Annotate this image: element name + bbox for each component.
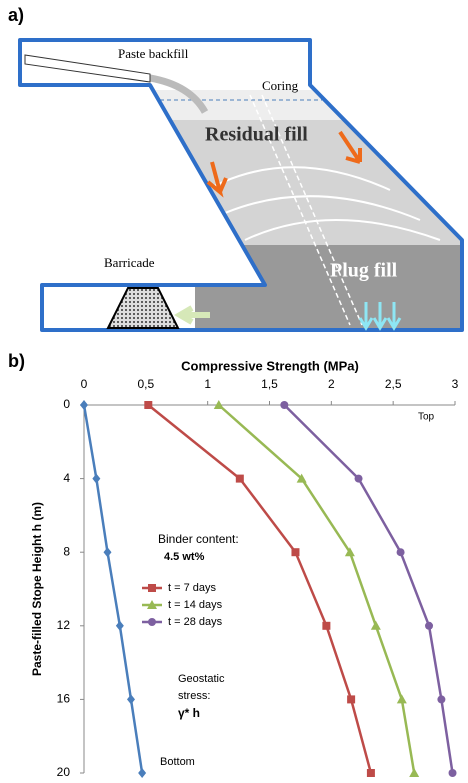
- label: Plug fill: [330, 260, 398, 282]
- x-tick-label: 0: [81, 377, 88, 391]
- point: [144, 401, 153, 409]
- point: [366, 769, 375, 777]
- legend-marker: [148, 618, 156, 626]
- x-tick-label: 1: [204, 377, 211, 391]
- barricade: [106, 287, 180, 329]
- y-axis-title: Paste-filled Stope Height h (m): [30, 502, 44, 676]
- point: [344, 547, 355, 557]
- label: Coring: [262, 78, 299, 93]
- point: [80, 400, 88, 410]
- flow-arrow: [206, 161, 228, 198]
- panel-label: a): [8, 5, 24, 25]
- point: [291, 548, 300, 557]
- point: [115, 620, 124, 631]
- x-tick-label: 0,5: [137, 377, 154, 391]
- y-tick-label: 12: [57, 618, 71, 632]
- y-tick-label: 8: [63, 544, 70, 558]
- annotation: Top: [418, 412, 435, 423]
- y-tick-label: 16: [57, 692, 71, 706]
- point: [213, 400, 224, 409]
- pressure-arrow: [174, 305, 210, 325]
- residual-fill-area: [170, 120, 462, 245]
- annotation: Bottom: [160, 756, 195, 768]
- pipe: [24, 54, 151, 83]
- series-line: [283, 404, 454, 774]
- x-tick-label: 2: [328, 377, 335, 391]
- annotation: 4.5 wt%: [164, 551, 205, 563]
- void-area: [152, 90, 344, 120]
- annotation: stress:: [178, 690, 210, 702]
- label: Paste backfill: [118, 46, 189, 61]
- plug-fill-area: [195, 245, 462, 330]
- point: [370, 620, 381, 630]
- panel-label: b): [8, 351, 25, 371]
- y-tick-label: 4: [63, 471, 70, 485]
- point: [448, 769, 457, 777]
- legend-label: t = 14 days: [168, 599, 223, 611]
- point: [396, 548, 405, 557]
- legend-marker: [148, 584, 156, 592]
- point: [92, 473, 101, 484]
- label: Residual fill: [205, 124, 308, 146]
- x-tick-label: 3: [452, 377, 459, 391]
- label: Barricade: [104, 255, 155, 270]
- point: [409, 768, 420, 777]
- annotation: Geostatic: [178, 673, 225, 685]
- annotation: Binder content:: [158, 532, 239, 546]
- x-tick-label: 1,5: [261, 377, 278, 391]
- point: [354, 474, 363, 483]
- point: [126, 694, 135, 705]
- point: [103, 547, 112, 558]
- point: [138, 768, 147, 778]
- point: [322, 621, 331, 630]
- y-tick-label: 20: [57, 765, 71, 779]
- legend-label: t = 7 days: [168, 582, 217, 594]
- point: [347, 695, 356, 704]
- x-axis-title: Compressive Strength (MPa): [181, 358, 359, 373]
- point: [396, 694, 407, 704]
- legend-label: t = 28 days: [168, 616, 223, 628]
- chart: b) Compressive Strength (MPa) Paste-filled…: [8, 351, 459, 779]
- point: [235, 474, 244, 483]
- paste-flow: [149, 74, 209, 114]
- series-line: [82, 404, 144, 774]
- point: [280, 401, 289, 409]
- stope-outline: [18, 38, 464, 332]
- stope-diagram: a) Paste backfill Coring Residual fill B…: [8, 5, 464, 332]
- x-tick-label: 2,5: [385, 377, 402, 391]
- point: [296, 473, 307, 483]
- legend-marker: [147, 600, 157, 609]
- y-tick-label: 0: [63, 397, 70, 411]
- flow-arrow: [338, 130, 362, 164]
- series-line: [147, 404, 373, 774]
- point: [425, 621, 434, 630]
- series-line: [217, 404, 416, 774]
- annotation: γ* h: [178, 706, 200, 720]
- coring-lines: [249, 94, 363, 326]
- point: [437, 695, 446, 704]
- load-arrows: [358, 302, 402, 331]
